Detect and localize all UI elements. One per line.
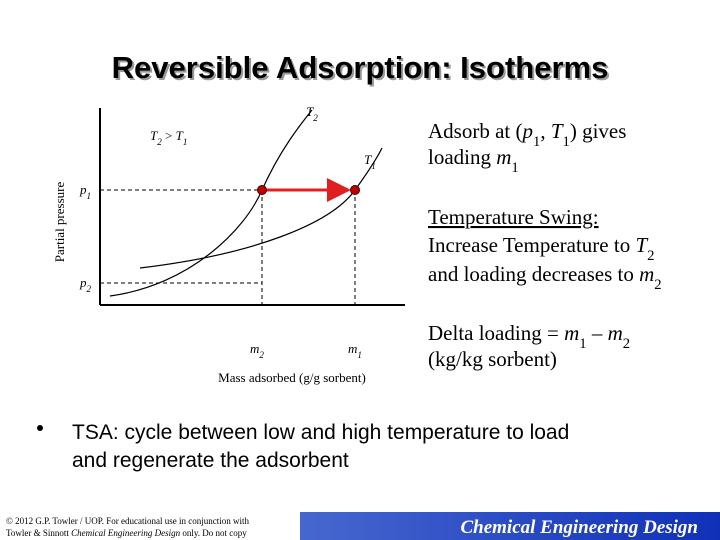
y-axis-label: Partial pressure: [52, 182, 67, 263]
text-run: ) gives: [570, 119, 627, 143]
footer-box: [0, 512, 300, 540]
note-line: and loading decreases to m2: [428, 262, 662, 293]
text-run: loading: [428, 145, 496, 169]
x-axis-label: Mass adsorbed (g/g sorbent): [218, 370, 366, 385]
text-run: only. Do not copy: [180, 528, 247, 538]
isotherm-t2: [109, 109, 313, 297]
text-run: m: [608, 321, 623, 345]
text-run: 2: [654, 277, 661, 293]
footer-copyright: © 2012 G.P. Towler / UOP. For educationa…: [6, 516, 250, 538]
text-run: © 2012 G.P. Towler / UOP. For educationa…: [6, 516, 250, 526]
text-run: m: [496, 145, 511, 169]
copyright-line: Towler & Sinnott Chemical Engineering De…: [6, 528, 247, 538]
footer-brand: Chemical Engineering Design: [460, 517, 698, 538]
text-run: m: [639, 262, 654, 286]
text-run: 2: [259, 350, 264, 360]
text-run: p: [520, 119, 533, 143]
isotherm-t1: [139, 147, 383, 269]
bullet-dot: [37, 425, 43, 431]
note-line: Adsorb at (p1, T1) gives: [428, 119, 626, 150]
diagram-label: p1: [79, 182, 91, 201]
diagram-label: T2 > T1: [150, 128, 187, 147]
text-run: 1: [87, 191, 92, 201]
text-run: Increase Temperature to: [428, 233, 635, 257]
text-run: T: [551, 119, 564, 143]
point: [350, 185, 360, 195]
diagram: [99, 108, 405, 306]
text-run: 1: [183, 137, 188, 147]
text-run: p: [79, 275, 87, 290]
text-run: (kg/kg sorbent): [428, 347, 557, 371]
text-run: 2: [623, 336, 630, 352]
text-run: 2: [313, 113, 318, 123]
bullet-text: and regenerate the adsorbent: [72, 449, 349, 472]
text-run: T: [176, 128, 184, 143]
text-run: 1: [357, 350, 362, 360]
text-run: –: [587, 321, 608, 345]
text-run: Towler & Sinnott: [6, 528, 71, 538]
bullet-text: TSA: cycle between low and high temperat…: [72, 421, 569, 444]
text-run: m: [250, 341, 259, 356]
note-line: Delta loading = m1 – m2: [428, 321, 630, 352]
text-run: m: [348, 341, 357, 356]
diagram-label: p2: [79, 275, 92, 294]
text-run: T: [364, 152, 372, 167]
text-run: 1: [511, 160, 518, 176]
text-run: 1: [533, 134, 540, 150]
text-run: 1: [579, 336, 586, 352]
text-run: 2: [87, 284, 92, 294]
note-line: (kg/kg sorbent): [428, 347, 557, 371]
text-run: and loading decreases to: [428, 262, 639, 286]
text-run: ,: [540, 119, 551, 143]
note-line: Increase Temperature to T2: [428, 233, 654, 264]
diagram-label: T1: [364, 152, 376, 171]
text-run: 2: [157, 137, 162, 147]
text-run: p: [79, 182, 87, 197]
text-run: Chemical Engineering Design: [71, 528, 180, 538]
diagram-label: m2: [250, 341, 264, 360]
diagram-label: m1: [348, 341, 362, 360]
text-run: 1: [563, 134, 570, 150]
text-run: Adsorb at (: [428, 119, 522, 143]
title: Reversible Adsorption: Isotherms: [112, 50, 609, 85]
title-shadow: Reversible Adsorption: Isotherms: [114, 52, 611, 87]
text-run: m: [564, 321, 579, 345]
text-run: 2: [647, 248, 654, 264]
text-run: >: [162, 128, 176, 143]
text-run: Delta loading =: [428, 321, 564, 345]
text-run: T: [635, 233, 648, 257]
text-run: T: [306, 104, 314, 119]
text-run: T: [150, 128, 158, 143]
text-run: Temperature Swing:: [428, 205, 599, 229]
point: [257, 185, 267, 195]
note-line: Temperature Swing:: [428, 205, 599, 229]
guides: [100, 189, 356, 305]
copyright-line: © 2012 G.P. Towler / UOP. For educationa…: [6, 516, 250, 526]
diagram-label: T2: [306, 104, 318, 123]
note-line: loading m1: [428, 145, 519, 176]
text-run: 1: [371, 161, 376, 171]
